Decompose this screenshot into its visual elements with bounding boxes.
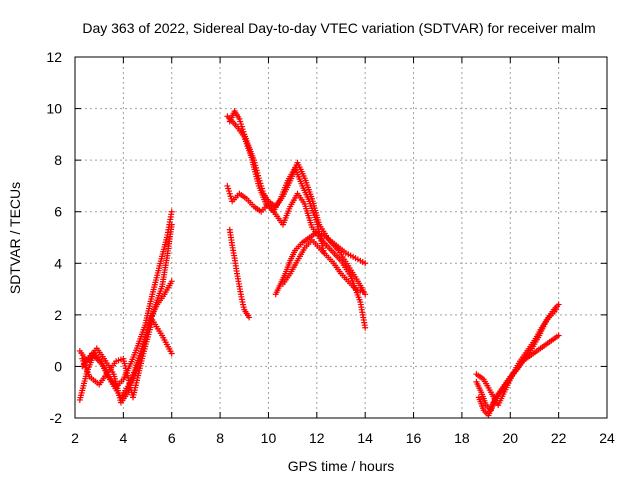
y-tick-label-6: 6: [54, 204, 62, 220]
y-tick-label-0: 0: [54, 358, 62, 374]
x-tick-label-24: 24: [599, 430, 615, 446]
data-points: [76, 108, 562, 419]
series-seg9: [272, 229, 369, 298]
x-axis-label: GPS time / hours: [288, 458, 395, 474]
series-seg4: [79, 221, 175, 401]
y-tick-labels: -2 0 2 4 6 8 10 12: [46, 49, 62, 426]
point-seg9-12: [362, 260, 369, 267]
x-tick-label-6: 6: [168, 430, 176, 446]
point-seg1-13: [168, 208, 175, 215]
y-tick-label-8: 8: [54, 152, 62, 168]
y-tick-label-2: 2: [54, 307, 62, 323]
y-tick-label-10: 10: [46, 101, 62, 117]
x-tick-label-22: 22: [551, 430, 567, 446]
x-tick-label-14: 14: [357, 430, 373, 446]
point-seg13-11: [553, 306, 560, 313]
x-tick-labels: 2 4 6 8 10 12 14 16 18 20 22 24: [71, 430, 615, 446]
point-seg7-18: [362, 324, 369, 331]
x-tick-label-12: 12: [309, 430, 325, 446]
series-seg6: [224, 113, 328, 256]
chart-title: Day 363 of 2022, Sidereal Day-to-day VTE…: [82, 20, 595, 36]
x-tick-label-4: 4: [119, 430, 127, 446]
series-seg7: [224, 182, 369, 331]
series-seg13: [473, 306, 560, 409]
axis-ticks: [74, 56, 608, 419]
point-seg12-12: [555, 332, 562, 339]
plot-frame: [74, 56, 608, 419]
point-seg11-13: [555, 301, 562, 308]
point-seg4-11: [168, 221, 175, 228]
y-axis-label: SDTVAR / TECUs: [7, 182, 23, 294]
x-tick-label-16: 16: [406, 430, 422, 446]
y-tick-label-4: 4: [54, 255, 62, 271]
x-tick-label-10: 10: [261, 430, 277, 446]
y-tick-label-12: 12: [46, 49, 62, 65]
x-tick-label-8: 8: [216, 430, 224, 446]
point-seg2-12: [168, 278, 175, 285]
point-seg10-11: [359, 288, 366, 295]
series-seg8: [226, 226, 253, 321]
series-seg1: [76, 208, 175, 403]
grid-lines: [75, 57, 607, 418]
x-tick-label-2: 2: [71, 430, 79, 446]
x-tick-label-18: 18: [454, 430, 470, 446]
series-seg10: [279, 237, 366, 295]
x-tick-label-20: 20: [502, 430, 518, 446]
point-seg3-10: [168, 350, 175, 357]
point-seg8-7: [246, 314, 253, 321]
y-tick-label--2: -2: [50, 410, 63, 426]
